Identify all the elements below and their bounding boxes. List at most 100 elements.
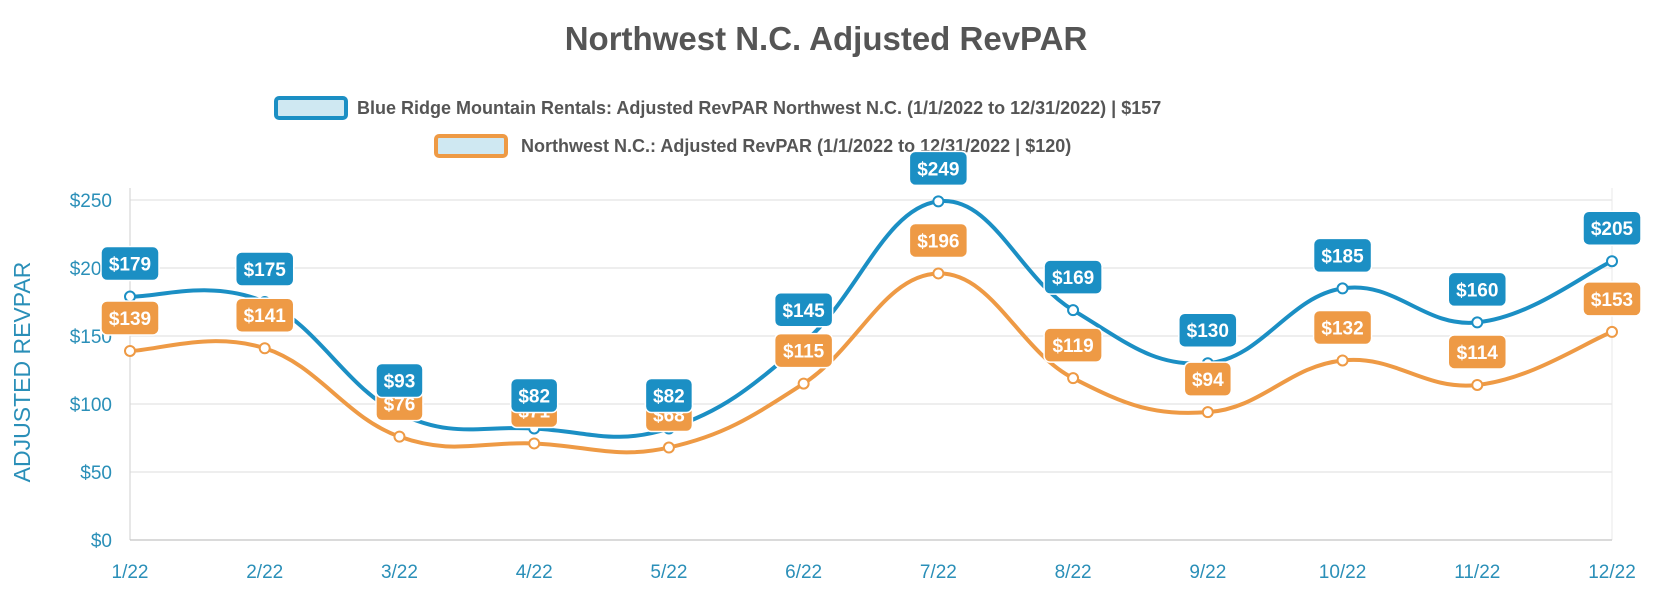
chart-title: Northwest N.C. Adjusted RevPAR: [565, 20, 1088, 57]
x-tick-label: 7/22: [920, 562, 957, 583]
data-label-series-1: $185: [1312, 237, 1373, 274]
x-tick-label: 2/22: [246, 562, 283, 583]
data-point-series-2[interactable]: [662, 441, 675, 454]
data-label-box: [773, 292, 834, 328]
data-label-text: $185: [1321, 246, 1364, 267]
data-label-text: $160: [1456, 280, 1498, 301]
data-label-text: $249: [917, 159, 959, 180]
data-label-box: [1312, 309, 1373, 346]
data-label-text: $132: [1321, 318, 1363, 339]
data-label-box: [1043, 327, 1103, 363]
x-tick-label: 12/22: [1588, 562, 1636, 583]
series-lines: [129, 199, 1613, 455]
data-point-series-1[interactable]: [1336, 282, 1349, 295]
data-label-text: $94: [1192, 370, 1224, 391]
data-label-text: $76: [384, 395, 416, 416]
x-tick-label: 8/22: [1055, 562, 1092, 583]
legend-item-series-1[interactable]: Blue Ridge Mountain Rentals: Adjusted Re…: [274, 96, 1161, 120]
data-label-series-2: $114: [1447, 334, 1508, 370]
data-label-box: [375, 362, 424, 399]
data-point-series-1[interactable]: [1067, 304, 1080, 317]
x-tick-label: 4/22: [516, 562, 553, 583]
data-label-series-1: $82: [509, 377, 559, 414]
x-tick-label: 3/22: [381, 562, 418, 583]
data-label-box: [644, 377, 694, 414]
data-label-box: [100, 245, 160, 282]
data-point-series-2[interactable]: [258, 342, 271, 355]
data-label-text: $82: [653, 386, 685, 407]
data-point-series-1[interactable]: [1471, 316, 1484, 329]
data-label-series-2: $153: [1582, 281, 1642, 317]
data-label-box: [1447, 271, 1508, 308]
data-label-series-1: $205: [1582, 210, 1642, 246]
x-tick-label: 6/22: [785, 562, 822, 583]
data-label-series-2: $115: [773, 332, 834, 369]
data-label-box: [1582, 210, 1642, 246]
data-label-series-1: $175: [234, 251, 295, 287]
data-label-text: $141: [244, 306, 287, 327]
data-label-series-2: $141: [234, 297, 295, 333]
data-label-box: [1447, 334, 1508, 370]
legend-swatch-series-1: [274, 96, 348, 120]
data-label-box: [908, 150, 969, 187]
data-label-text: $175: [244, 260, 287, 281]
data-label-box: [100, 300, 160, 336]
data-label-text: $179: [109, 255, 151, 276]
data-label-box: [1312, 237, 1373, 274]
data-point-series-2[interactable]: [932, 267, 945, 280]
x-tick-label: 11/22: [1454, 562, 1500, 583]
data-label-text: $145: [782, 301, 825, 322]
data-point-series-2[interactable]: [1201, 406, 1214, 419]
y-tick-label: $250: [70, 191, 112, 212]
data-label-text: $115: [783, 342, 825, 363]
data-label-box: [1183, 361, 1233, 397]
data-label-series-2: $132: [1312, 309, 1373, 346]
data-point-series-2[interactable]: [797, 377, 810, 390]
data-label-series-2: $139: [100, 300, 160, 336]
data-label-box: [908, 222, 969, 259]
data-point-series-2[interactable]: [124, 344, 136, 357]
x-tick-label: 1/22: [112, 562, 149, 583]
data-point-series-2[interactable]: [393, 430, 406, 443]
y-tick-label: $0: [91, 531, 112, 552]
data-label-box: [1043, 259, 1103, 295]
data-label-text: $205: [1591, 219, 1634, 240]
data-point-series-2[interactable]: [528, 437, 541, 450]
data-point-series-1[interactable]: [124, 290, 136, 303]
data-label-text: $139: [109, 309, 151, 330]
data-label-series-2: $94: [1183, 361, 1233, 397]
y-axis-ticks: $0$50$100$150$200$250: [70, 191, 112, 552]
y-tick-label: $50: [80, 463, 112, 484]
data-label-text: $93: [384, 372, 416, 393]
data-label-series-1: $130: [1178, 312, 1238, 348]
data-label-text: $119: [1052, 336, 1093, 357]
legend-label-series-1: Blue Ridge Mountain Rentals: Adjusted Re…: [357, 98, 1161, 118]
data-label-series-1: $179: [100, 245, 160, 282]
data-point-series-2[interactable]: [1336, 354, 1349, 367]
data-label-text: $130: [1187, 321, 1229, 342]
data-label-text: $153: [1591, 290, 1633, 311]
data-point-series-2[interactable]: [1067, 372, 1080, 385]
data-point-series-1[interactable]: [932, 195, 945, 208]
legend-item-series-2[interactable]: Northwest N.C.: Adjusted RevPAR (1/1/202…: [434, 134, 1071, 158]
legend-swatch-series-2: [434, 134, 508, 158]
y-axis-label: ADJUSTED REVPAR: [9, 262, 35, 483]
data-label-text: $114: [1457, 343, 1499, 364]
data-point-series-2[interactable]: [1606, 325, 1618, 338]
data-point-series-2[interactable]: [1471, 378, 1484, 391]
data-labels: $139$141$76$71$68$115$196$119$94$132$114…: [100, 150, 1642, 433]
data-label-box: [234, 251, 295, 287]
legend-label-series-2: Northwest N.C.: Adjusted RevPAR (1/1/202…: [521, 136, 1071, 156]
data-label-box: [509, 377, 559, 414]
series-line-2: [129, 271, 1613, 455]
data-point-series-1[interactable]: [1606, 255, 1618, 268]
data-label-series-1: $169: [1043, 259, 1103, 295]
data-label-series-2: $196: [908, 222, 969, 259]
legend[interactable]: Blue Ridge Mountain Rentals: Adjusted Re…: [274, 96, 1161, 158]
data-label-series-1: $160: [1447, 271, 1508, 308]
data-label-box: [234, 297, 295, 333]
data-label-box: [1178, 312, 1238, 348]
series-points: [124, 195, 1618, 454]
